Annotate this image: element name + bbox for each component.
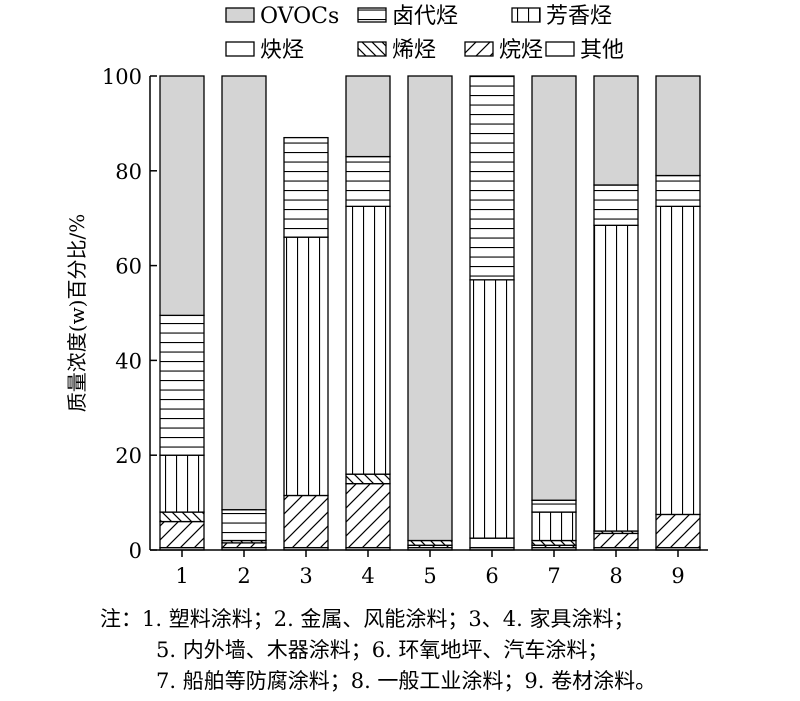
x-tick-label: 9 [671, 564, 684, 588]
bar-segment-halohydrocarbon [593, 184, 639, 226]
bar-segment-aromatic [469, 279, 515, 539]
bar-segment-halohydrocarbon [221, 509, 267, 542]
y-axis-label: 质量浓度(w)百分比/% [65, 214, 89, 412]
bars-group [159, 75, 701, 551]
bar-segment-ovocs [531, 75, 577, 501]
x-tick-label: 6 [485, 564, 498, 588]
x-tick-label: 1 [175, 564, 188, 588]
bar-segment-aromatic [593, 224, 639, 532]
legend-label-ovocs: OVOCs [260, 4, 339, 29]
y-tick-label: 40 [115, 349, 142, 373]
bar-segment-alkyne [469, 537, 515, 549]
bar-segment-ovocs [159, 75, 205, 317]
legend-swatch-other [545, 41, 575, 57]
y-tick-label: 60 [115, 255, 142, 279]
bar-segment-alkene [407, 539, 453, 546]
bar-segment-halohydrocarbon [159, 314, 205, 456]
bar-segment-aromatic [159, 454, 205, 513]
bar-segment-aromatic [345, 205, 391, 475]
bar-segment-ovocs [593, 75, 639, 186]
footnote-line-2: 5. 内外墙、木器涂料；6. 环氧地坪、汽车涂料； [156, 638, 609, 662]
x-tick-label: 3 [299, 564, 312, 588]
x-tick-label: 7 [547, 564, 560, 588]
legend-label-halohydrocarbon: 卤代烃 [392, 4, 458, 29]
bar-segment-halohydrocarbon [655, 174, 701, 207]
bar-segment-alkane [159, 520, 205, 549]
bar-segment-alkane [655, 513, 701, 549]
bar-segment-alkene [345, 473, 391, 485]
x-tick-label: 4 [361, 564, 374, 588]
bar-segment-alkene [159, 511, 205, 523]
bar-segment-halohydrocarbon [345, 155, 391, 208]
legend-label-alkene: 烯烃 [392, 38, 436, 63]
bar-segment-alkane [593, 532, 639, 549]
legend-label-aromatic: 芳香烃 [546, 4, 612, 29]
x-ticks: 1 2 3 4 5 6 7 8 9 [175, 550, 685, 588]
y-tick-label: 80 [115, 160, 142, 184]
legend-swatch-halohydrocarbon [357, 7, 387, 23]
legend-swatch-alkane [464, 41, 494, 57]
bar-segment-alkane [283, 494, 329, 549]
legend-swatch-alkyne [225, 41, 255, 57]
axes [149, 76, 708, 551]
bar-segment-halohydrocarbon [283, 136, 329, 238]
bar-segment-ovocs [345, 75, 391, 158]
bar-segment-alkene [531, 539, 577, 546]
bar-segment-alkane [221, 542, 267, 549]
y-ticks: 0 20 40 60 80 100 [102, 65, 157, 563]
footnote-line-3: 7. 船舶等防腐涂料；8. 一般工业涂料；9. 卷材涂料。 [156, 669, 657, 693]
x-tick-label: 2 [237, 564, 250, 588]
y-tick-label: 20 [115, 444, 142, 468]
legend-swatch-ovocs [225, 7, 255, 23]
bar-segment-aromatic [531, 511, 577, 542]
bar-segment-alkane [345, 482, 391, 549]
bar-segment-halohydrocarbon [469, 75, 515, 281]
bar-segment-ovocs [407, 75, 453, 542]
legend-swatch-alkene [357, 41, 387, 57]
y-tick-label: 0 [129, 539, 142, 563]
bar-segment-ovocs [221, 75, 267, 511]
legend-label-other: 其他 [580, 38, 624, 63]
bar-segment-ovocs [655, 75, 701, 177]
legend-swatch-aromatic [511, 7, 541, 23]
bar-segment-aromatic [655, 205, 701, 516]
y-tick-label: 100 [102, 65, 142, 89]
x-tick-label: 5 [423, 564, 436, 588]
x-tick-label: 8 [609, 564, 622, 588]
bar-segment-aromatic [283, 236, 329, 497]
footnote-line-1: 注：1. 塑料涂料；2. 金属、风能涂料；3、4. 家具涂料； [100, 607, 635, 631]
legend-label-alkyne: 炔烃 [260, 38, 304, 63]
legend-label-alkane: 烷烃 [499, 38, 543, 63]
bar-segment-halohydrocarbon [531, 499, 577, 513]
